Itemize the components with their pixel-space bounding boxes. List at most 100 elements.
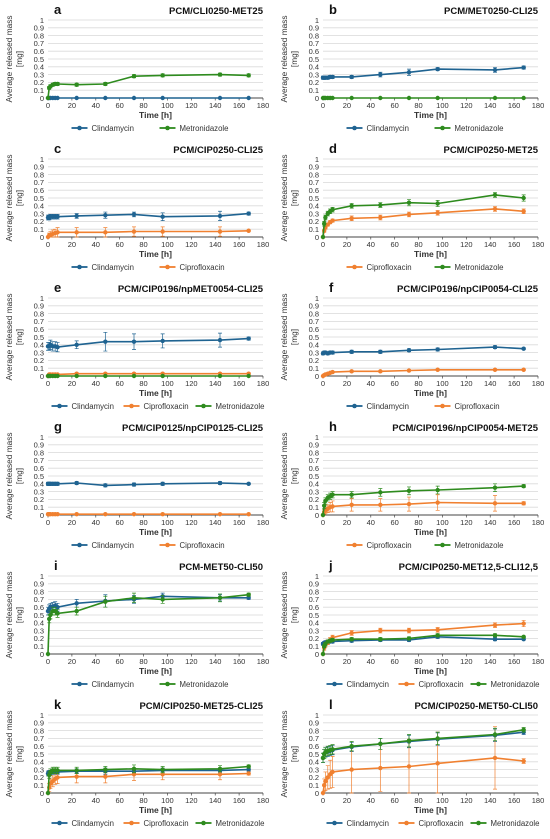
- legend-marker-metronidazole: [440, 543, 445, 548]
- y-tick-label: 0.6: [309, 47, 319, 56]
- y-tick-label: 0.2: [34, 356, 44, 365]
- y-tick-label: 0: [315, 94, 319, 103]
- y-tick-label: 0.4: [309, 63, 319, 72]
- data-point-clindamycin: [493, 68, 497, 72]
- x-tick-label: 140: [484, 518, 497, 527]
- data-point-metronidazole: [407, 200, 411, 204]
- y-tick-label: 0.3: [34, 765, 44, 774]
- x-axis-title: Time [h]: [139, 388, 172, 398]
- x-tick-label: 40: [367, 796, 375, 805]
- x-tick-label: 120: [185, 240, 198, 249]
- data-point-clindamycin: [521, 65, 525, 69]
- data-point-ciprofloxacin: [349, 631, 353, 635]
- x-tick-label: 140: [209, 796, 222, 805]
- x-tick-label: 180: [532, 657, 545, 666]
- data-point-clindamycin: [103, 96, 107, 100]
- data-point-ciprofloxacin: [330, 370, 334, 374]
- data-point-clindamycin: [246, 211, 250, 215]
- x-tick-label: 0: [46, 657, 50, 666]
- x-tick-label: 40: [367, 379, 375, 388]
- x-tick-label: 60: [390, 518, 398, 527]
- x-tick-label: 100: [436, 518, 449, 527]
- legend-label-metronidazole: Metronidazole: [180, 680, 229, 689]
- y-tick-label: 0.8: [34, 170, 44, 179]
- legend-marker-ciprofloxacin: [129, 404, 134, 409]
- panel-letter: a: [54, 2, 62, 17]
- x-tick-label: 20: [343, 657, 351, 666]
- series-line-metronidazole: [323, 486, 524, 515]
- data-point-metronidazole: [323, 215, 327, 219]
- data-point-ciprofloxacin: [246, 771, 250, 775]
- data-point-ciprofloxacin: [521, 501, 525, 505]
- y-axis-title-group: Average released mass[mg]: [4, 293, 24, 380]
- legend-marker-clindamycin: [77, 126, 82, 131]
- data-point-ciprofloxacin: [330, 770, 334, 774]
- y-tick-label: 0.4: [309, 202, 319, 211]
- data-point-clindamycin: [246, 96, 250, 100]
- data-point-metronidazole: [160, 73, 164, 77]
- x-tick-label: 60: [390, 379, 398, 388]
- y-axis-title: Average released mass: [4, 15, 14, 102]
- data-point-ciprofloxacin: [218, 772, 222, 776]
- data-point-metronidazole: [407, 739, 411, 743]
- y-tick-label: 0.9: [34, 163, 44, 172]
- y-tick-label: 0.7: [309, 456, 319, 465]
- data-point-clindamycin: [493, 637, 497, 641]
- chart-svg-i: 00.10.20.30.40.50.60.70.80.9102040608010…: [0, 556, 275, 695]
- data-point-metronidazole: [378, 637, 382, 641]
- chart-panel-d: 00.10.20.30.40.50.60.70.80.9102040608010…: [275, 139, 550, 278]
- y-tick-label: 1: [315, 155, 319, 164]
- x-tick-label: 20: [343, 379, 351, 388]
- data-point-clindamycin: [160, 215, 164, 219]
- y-tick-label: 0.4: [34, 341, 44, 350]
- x-tick-label: 100: [436, 657, 449, 666]
- legend-marker-metronidazole: [476, 682, 481, 687]
- x-tick-label: 20: [68, 379, 76, 388]
- data-point-ciprofloxacin: [103, 512, 107, 516]
- y-tick-label: 0.3: [34, 626, 44, 635]
- data-point-clindamycin: [132, 482, 136, 486]
- legend-marker-metronidazole: [201, 821, 206, 826]
- data-point-metronidazole: [74, 609, 78, 613]
- x-tick-label: 100: [161, 796, 174, 805]
- y-tick-label: 0: [40, 650, 44, 659]
- x-tick-label: 160: [233, 101, 246, 110]
- panel-letter: d: [329, 141, 337, 156]
- y-tick-label: 0.3: [309, 348, 319, 357]
- data-point-metronidazole: [493, 193, 497, 197]
- y-tick-label: 0.8: [34, 726, 44, 735]
- chart-title: PCM/CLI0250-MET25: [169, 6, 264, 17]
- data-point-metronidazole: [521, 728, 525, 732]
- x-tick-label: 80: [139, 657, 147, 666]
- chart-title: PCM/CIP0250-MET50-CLI50: [414, 701, 538, 712]
- data-point-ciprofloxacin: [103, 230, 107, 234]
- x-tick-label: 0: [321, 240, 325, 249]
- y-tick-label: 0.7: [309, 595, 319, 604]
- data-point-metronidazole: [160, 767, 164, 771]
- legend-marker-ciprofloxacin: [129, 821, 134, 826]
- data-point-metronidazole: [521, 484, 525, 488]
- data-point-clindamycin: [407, 70, 411, 74]
- data-point-metronidazole: [435, 633, 439, 637]
- data-point-ciprofloxacin: [378, 503, 382, 507]
- data-point-metronidazole: [407, 636, 411, 640]
- series-line-ciprofloxacin: [323, 758, 524, 793]
- chart-panel-h: 00.10.20.30.40.50.60.70.80.9102040608010…: [275, 417, 550, 556]
- legend-marker-ciprofloxacin: [165, 265, 170, 270]
- data-point-clindamycin: [246, 482, 250, 486]
- chart-title: PCM/CIP0250-MET25: [443, 145, 538, 156]
- legend-marker-metronidazole: [201, 404, 206, 409]
- legend-marker-clindamycin: [77, 265, 82, 270]
- y-tick-label: 0.6: [34, 603, 44, 612]
- y-tick-label: 0: [315, 789, 319, 798]
- legend-label-metronidazole: Metronidazole: [491, 819, 540, 828]
- x-tick-label: 120: [460, 379, 473, 388]
- data-point-clindamycin: [74, 481, 78, 485]
- y-axis-unit: [mg]: [289, 329, 299, 345]
- y-axis-title: Average released mass: [279, 293, 289, 380]
- data-point-metronidazole: [521, 96, 525, 100]
- x-tick-label: 180: [532, 379, 545, 388]
- data-point-metronidazole: [218, 767, 222, 771]
- data-point-metronidazole: [407, 489, 411, 493]
- panel-letter: g: [54, 419, 62, 434]
